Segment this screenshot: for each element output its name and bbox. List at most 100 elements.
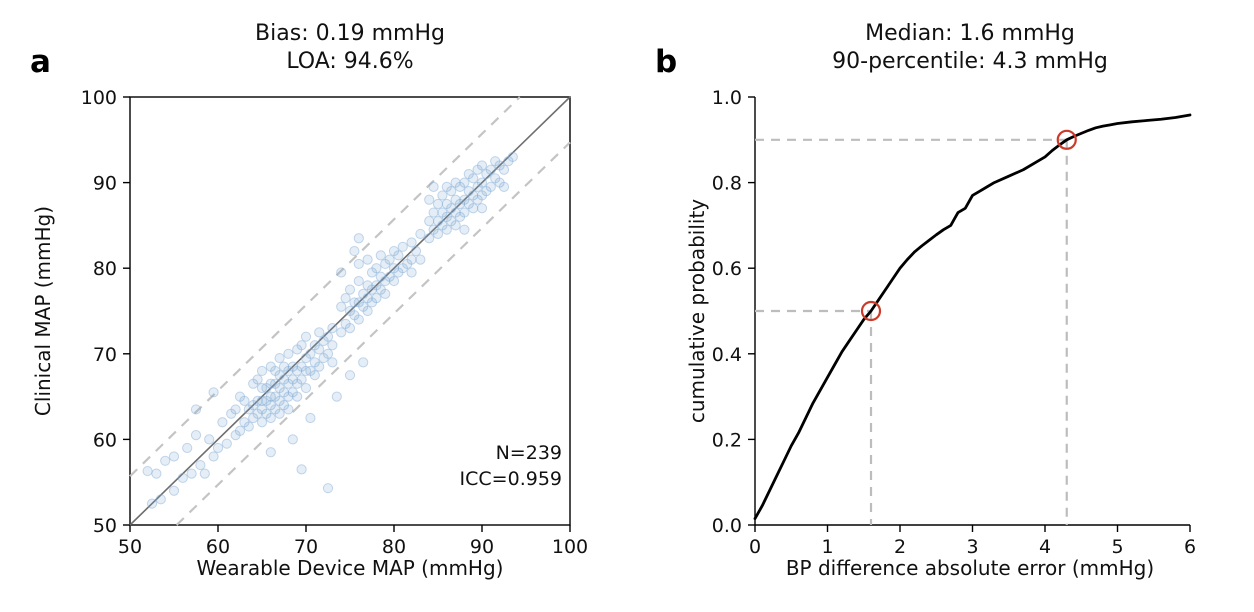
- scatter-point: [265, 400, 276, 411]
- scatter-point: [397, 263, 408, 274]
- y-tick-label: 0.8: [712, 173, 742, 195]
- scatter-point: [261, 408, 272, 419]
- scatter-point: [182, 442, 193, 454]
- scatter-point: [305, 412, 316, 424]
- scatter-point: [393, 250, 404, 261]
- scatter-point: [274, 382, 285, 394]
- scatter-point: [450, 177, 461, 188]
- panel-b-title-line2: 90-percentile: 4.3 mmHg: [832, 49, 1108, 74]
- scatter-point: [195, 459, 206, 471]
- scatter-point: [349, 310, 360, 321]
- scatter-point: [146, 498, 158, 509]
- scatter-point: [358, 288, 369, 299]
- scatter-point: [305, 365, 316, 377]
- scatter-point: [265, 391, 276, 402]
- scatter-point: [314, 361, 325, 372]
- scatter-point: [270, 365, 281, 377]
- y-tick-label: 0.0: [712, 515, 742, 537]
- scatter-point: [265, 447, 276, 458]
- scatter-point: [292, 391, 303, 402]
- axes-frame: [129, 96, 571, 526]
- scatter-point: [415, 254, 426, 265]
- scatter-point: [446, 203, 457, 214]
- scatter-point: [252, 395, 263, 406]
- scatter-point: [278, 374, 290, 385]
- scatter-point: [424, 216, 435, 227]
- n-count-text: N=239: [495, 442, 562, 464]
- scatter-point: [151, 468, 162, 479]
- scatter-point: [476, 203, 488, 214]
- scatter-point: [278, 387, 290, 398]
- scatter-point: [450, 194, 461, 205]
- scatter-point: [476, 177, 488, 188]
- panel-a-xaxis-label: Wearable Device MAP (mmHg): [196, 556, 504, 580]
- scatter-point: [305, 348, 316, 359]
- scatter-point: [481, 186, 492, 197]
- scatter-point: [441, 198, 452, 210]
- scatter-point: [248, 412, 259, 424]
- scatter-point: [340, 293, 351, 304]
- scatter-point: [292, 365, 303, 377]
- scatter-point: [287, 434, 298, 445]
- scatter-point: [322, 348, 334, 359]
- scatter-point: [168, 451, 180, 462]
- scatter-point: [252, 408, 263, 419]
- scatter-point: [393, 267, 404, 278]
- scatter-point: [446, 216, 457, 227]
- panel-a-letter: a: [30, 44, 51, 80]
- scatter-point: [494, 177, 505, 188]
- panel-b-xaxis-label: BP difference absolute error (mmHg): [785, 556, 1155, 580]
- scatter-point: [256, 382, 268, 394]
- scatter-point: [463, 198, 474, 210]
- cdf-curve: [753, 113, 1192, 520]
- scatter-point: [362, 293, 373, 304]
- scatter-point: [283, 404, 294, 415]
- scatter-point: [327, 323, 338, 334]
- y-tick-label: 0.6: [712, 258, 742, 280]
- scatter-point: [366, 267, 378, 278]
- scatter-point: [168, 485, 180, 496]
- loa-line: [175, 141, 571, 526]
- scatter-point: [472, 194, 483, 205]
- scatter-point: [287, 374, 298, 385]
- scatter-point: [283, 365, 294, 377]
- scatter-point: [472, 181, 483, 192]
- scatter-point: [261, 382, 272, 394]
- scatter-point: [234, 425, 246, 436]
- scatter-point: [177, 472, 188, 484]
- x-tick-label: 100: [552, 536, 588, 558]
- scatter-point: [476, 160, 488, 171]
- scatter-point: [230, 404, 241, 415]
- scatter-point: [344, 370, 356, 381]
- scatter-point: [318, 335, 329, 347]
- scatter-point: [331, 391, 342, 402]
- scatter-point: [344, 284, 356, 295]
- panel-b-yaxis-label: cumulative probability: [685, 198, 709, 424]
- scatter-points: [142, 151, 518, 509]
- scatter-point: [498, 181, 510, 192]
- scatter-point: [230, 430, 241, 441]
- scatter-point: [160, 455, 171, 466]
- scatter-point: [454, 198, 466, 210]
- panel-a-yaxis-label: Clinical MAP (mmHg): [31, 205, 55, 417]
- scatter-point: [428, 224, 439, 235]
- scatter-point: [397, 241, 408, 252]
- y-tick-label: 0.2: [712, 429, 742, 451]
- scatter-point: [362, 305, 373, 317]
- scatter-point: [256, 395, 268, 406]
- scatter-point: [463, 168, 474, 180]
- scatter-point: [234, 391, 246, 402]
- y-tick-label: 50: [93, 515, 117, 537]
- scatter-point: [274, 408, 285, 419]
- scatter-point: [239, 417, 250, 428]
- scatter-point: [468, 173, 479, 184]
- x-tick-label: 0: [749, 536, 761, 558]
- scatter-point: [485, 181, 496, 192]
- panel-b-title-line1: Median: 1.6 mmHg: [865, 21, 1075, 46]
- scatter-point: [314, 327, 325, 338]
- scatter-point: [344, 323, 356, 334]
- icc-text: ICC=0.959: [459, 468, 562, 490]
- scatter-point: [309, 357, 320, 368]
- scatter-point: [353, 275, 364, 287]
